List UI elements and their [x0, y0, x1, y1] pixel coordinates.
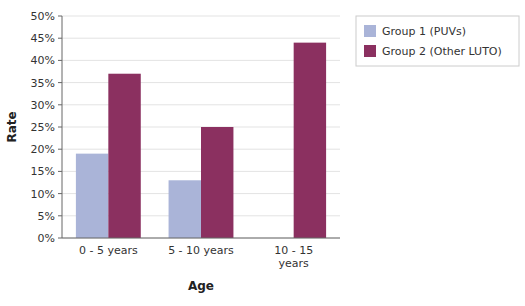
y-tick-label: 5% — [38, 210, 55, 223]
y-tick-label: 35% — [31, 77, 55, 90]
y-tick-label: 40% — [31, 54, 55, 67]
y-tick — [58, 60, 62, 61]
legend-label: Group 2 (Other LUTO) — [382, 45, 502, 58]
y-tick — [58, 171, 62, 172]
grid-line — [62, 238, 340, 239]
y-tick-label: 15% — [31, 165, 55, 178]
y-tick — [58, 16, 62, 17]
y-tick — [58, 38, 62, 39]
y-tick-label: 50% — [31, 10, 55, 23]
x-tick-label-line: 0 - 5 years — [79, 244, 138, 257]
x-axis-label: Age — [188, 279, 214, 293]
y-tick-label: 25% — [31, 121, 55, 134]
y-tick — [58, 82, 62, 83]
y-axis — [62, 16, 63, 238]
y-tick-label: 20% — [31, 143, 55, 156]
x-tick-label: 5 - 10 years — [168, 244, 234, 257]
y-tick — [58, 193, 62, 194]
legend: Group 1 (PUVs) Group 2 (Other LUTO) — [356, 16, 519, 66]
y-tick — [58, 215, 62, 216]
legend-swatch — [364, 45, 376, 57]
x-tick-label-line: 10 - 15 — [274, 244, 313, 257]
bar — [201, 127, 233, 238]
bar — [108, 74, 140, 238]
legend-label: Group 1 (PUVs) — [382, 25, 466, 38]
y-tick-label: 30% — [31, 99, 55, 112]
bars — [76, 43, 326, 238]
grid-line — [62, 16, 340, 17]
y-tick — [58, 149, 62, 150]
x-tick-label-line: years — [279, 257, 310, 270]
y-tick-label: 10% — [31, 188, 55, 201]
x-axis — [62, 238, 340, 239]
chart: 0% 5% 10% 15% 20% 25% 30% 35% 40% 45% 50% 0 - 5 yea… — [0, 0, 525, 306]
y-tick-label: 45% — [31, 32, 55, 45]
y-tick — [58, 104, 62, 105]
y-tick — [58, 238, 62, 239]
x-tick-label-line: 5 - 10 years — [168, 244, 234, 257]
bar — [169, 180, 201, 238]
grid-line — [62, 38, 340, 39]
bar — [294, 43, 326, 238]
x-tick-label: 10 - 15years — [274, 244, 313, 270]
legend-swatch — [364, 25, 376, 37]
y-axis-label: Rate — [5, 111, 19, 142]
y-tick-label: 0% — [38, 232, 55, 245]
x-tick-label: 0 - 5 years — [79, 244, 138, 257]
bar — [76, 154, 108, 238]
y-tick — [58, 127, 62, 128]
grid — [62, 16, 340, 238]
legend-box — [356, 16, 519, 66]
